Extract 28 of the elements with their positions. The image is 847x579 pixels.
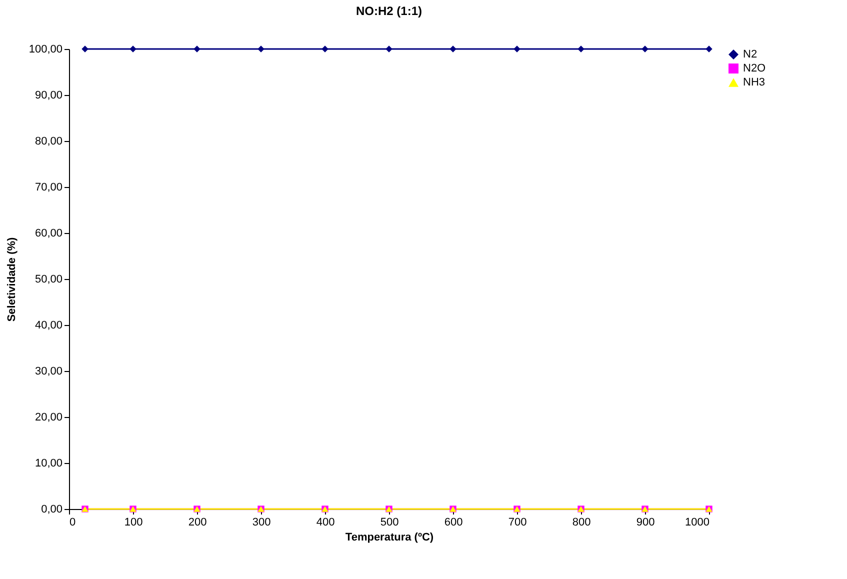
x-tick-label: 900 bbox=[636, 516, 655, 528]
x-axis-title: Temperatura (ºC) bbox=[345, 532, 434, 544]
x-tick-label: 200 bbox=[188, 516, 207, 528]
y-tick-label: 30,00 bbox=[34, 366, 62, 378]
y-tick-label: 0,00 bbox=[41, 504, 62, 516]
x-tick-label: 500 bbox=[380, 516, 399, 528]
y-tick-label: 20,00 bbox=[34, 412, 62, 424]
x-tick-label: 100 bbox=[124, 516, 143, 528]
x-tick-label: 1000 bbox=[685, 516, 710, 528]
y-tick-label: 50,00 bbox=[34, 274, 62, 286]
x-tick-label: 0 bbox=[70, 516, 76, 528]
x-tick-label: 400 bbox=[316, 516, 335, 528]
y-tick-label: 80,00 bbox=[34, 136, 62, 148]
x-tick-label: 600 bbox=[444, 516, 463, 528]
y-tick-label: 90,00 bbox=[34, 90, 62, 102]
y-tick-label: 70,00 bbox=[34, 182, 62, 194]
y-tick-label: 10,00 bbox=[34, 458, 62, 470]
legend-label: NH3 bbox=[743, 76, 766, 88]
legend-label: N2 bbox=[743, 48, 758, 60]
chart-title: NO:H2 (1:1) bbox=[356, 4, 422, 18]
legend-label: N2O bbox=[743, 62, 766, 74]
x-tick-label: 800 bbox=[572, 516, 591, 528]
y-tick-label: 60,00 bbox=[34, 228, 62, 240]
y-axis-title: Seletividade (%) bbox=[6, 236, 18, 322]
x-tick-label: 300 bbox=[252, 516, 271, 528]
y-tick-label: 100,00 bbox=[28, 44, 62, 56]
y-tick-label: 40,00 bbox=[34, 320, 62, 332]
x-tick-label: 700 bbox=[508, 516, 527, 528]
